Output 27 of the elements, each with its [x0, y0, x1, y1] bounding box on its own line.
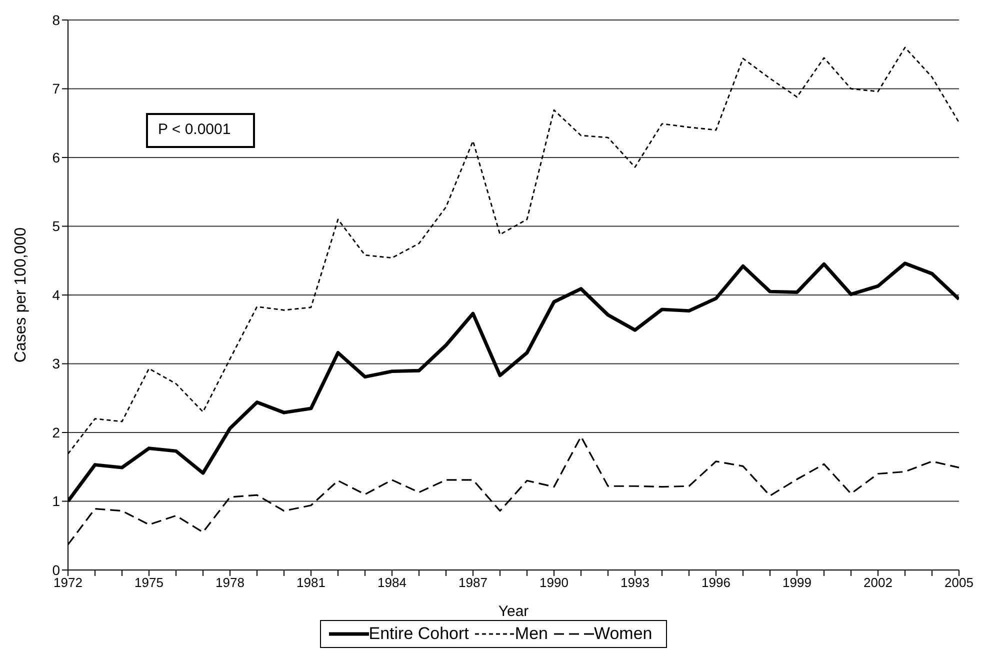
x-tick-label: 1972	[54, 575, 82, 590]
y-tick-label: 2	[52, 424, 60, 440]
x-tick-label: 2005	[944, 575, 974, 590]
x-tick-label: 1993	[620, 575, 650, 590]
legend-label: Men	[514, 624, 548, 644]
x-tick-label: 2002	[864, 575, 892, 590]
y-tick-label: 0	[52, 562, 60, 578]
x-tick-label: 1999	[782, 575, 812, 590]
annotation: P < 0.0001	[146, 113, 255, 148]
x-tick-label: 1975	[134, 575, 164, 590]
y-tick-label: 7	[52, 80, 60, 97]
y-tick-label: 8	[52, 12, 60, 28]
x-tick-label: 1996	[702, 575, 730, 590]
x-tick-label: 1987	[458, 575, 488, 590]
legend-label: Entire Cohort	[368, 624, 469, 644]
y-axis-title: Cases per 100,000	[12, 227, 30, 363]
y-tick-label: 3	[52, 356, 60, 372]
y-tick-label: 5	[52, 218, 60, 234]
x-axis-title: Year	[498, 603, 529, 620]
y-tick-label: 4	[52, 286, 60, 303]
y-tick-label: 1	[52, 493, 60, 510]
y-tick-label: 6	[52, 149, 60, 166]
x-tick-label: 1984	[378, 575, 406, 590]
legend-label: Women	[594, 624, 652, 644]
x-tick-label: 1978	[216, 575, 244, 590]
x-tick-label: 1990	[540, 575, 568, 590]
x-tick-label: 1981	[296, 575, 326, 590]
